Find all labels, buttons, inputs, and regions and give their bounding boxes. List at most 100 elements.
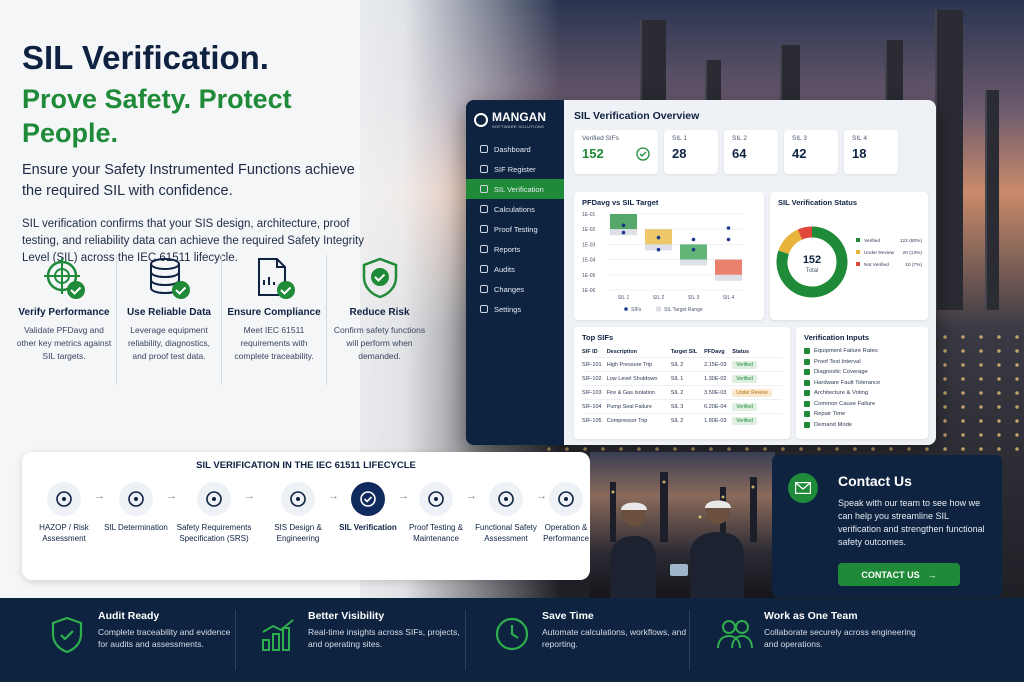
sif-point	[621, 223, 626, 228]
input-checklist-item: Diagnostic Coverage	[804, 367, 920, 378]
y-tick-label: 1E-03	[582, 242, 596, 248]
contact-desc: Speak with our team to see how we can he…	[838, 498, 985, 547]
table-cell: 1.80E-03	[704, 413, 733, 427]
stat-value: 42	[792, 146, 807, 161]
sidebar-item-label: Changes	[494, 284, 525, 294]
step-label: SIS Design & Engineering	[274, 523, 322, 543]
sif-point	[691, 247, 696, 252]
sif-point	[726, 237, 731, 242]
logo-sub: SOFTWARE SOLUTIONS	[492, 124, 545, 129]
status-donut-chart: 152 Total Verified 122 (80%) Under Review 20 …	[776, 226, 922, 298]
step-label: Proof Testing & Maintenance	[408, 523, 464, 543]
verification-icon	[480, 185, 488, 193]
stat-card-sil2[interactable]: SIL 2 64	[724, 130, 778, 174]
sidebar-item-changes[interactable]: Changes	[466, 279, 564, 299]
table-row[interactable]: SIF-104 Pump Seal Failure SIL 3 6.20E-04 Ver…	[582, 399, 782, 414]
legend-marker	[856, 262, 860, 266]
table-row[interactable]: SIF-101 High Pressure Trip SIL 2 2.15E-03 Ve…	[582, 357, 782, 372]
stat-card-sil3[interactable]: SIL 3 42	[784, 130, 838, 174]
document-check-icon	[251, 255, 297, 301]
arrow-right-icon: →	[328, 490, 339, 502]
changes-icon	[480, 285, 488, 293]
benefit-title: Reduce Risk	[349, 307, 410, 318]
legend-value: 10 (7%)	[905, 262, 922, 268]
target-range-shadow	[680, 259, 707, 266]
sidebar-item-settings[interactable]: Settings	[466, 299, 564, 319]
stats-row: Verified SIFs 152 SIL 1 28 SIL 2 64 SIL 3 4…	[574, 130, 926, 174]
table-row[interactable]: SIF-102 Low Level Shutdown SIL 1 1.30E-02 Ve…	[582, 371, 782, 386]
stat-card-sil4[interactable]: SIL 4 18	[844, 130, 898, 174]
status-badge: Verified	[732, 416, 757, 425]
footer-item-better-visibility: Better Visibility Real-time insights acro…	[260, 610, 466, 670]
table-cell: Verified	[732, 371, 782, 386]
test-icon	[480, 225, 488, 233]
pfd-chart-panel: PFDavg vs SIL Target 1E-01 1E-02 1E-03 1E-0…	[574, 192, 764, 320]
column-header: SIF ID	[582, 349, 598, 355]
team-icon	[549, 482, 583, 516]
stat-label: SIL 4	[852, 135, 867, 142]
hero-tagline: Prove Safety. Protect People.	[22, 84, 292, 148]
footer-desc: Collaborate securely across engineering …	[764, 627, 916, 649]
footer-desc: Automate calculations, workflows, and re…	[542, 627, 687, 649]
arrow-right-icon: →	[398, 490, 409, 502]
table-cell: Verified	[732, 413, 782, 427]
sidebar-item-label: SIF Register	[494, 164, 536, 174]
legend-marker	[624, 307, 628, 311]
register-icon	[480, 165, 488, 173]
hero-description: SIL verification confirms that your SIS …	[22, 218, 365, 264]
panel-title: Verification Inputs	[804, 333, 870, 342]
logo-name: MANGAN	[492, 110, 546, 124]
contact-us-button[interactable]: CONTACT US →	[838, 563, 960, 586]
donut-slice	[797, 226, 813, 240]
lifecycle-step: SIL Verification	[328, 482, 408, 533]
sif-point	[656, 247, 661, 252]
sidebar-item-dashboard[interactable]: Dashboard	[466, 139, 564, 159]
arrow-right-icon: →	[536, 490, 547, 502]
sidebar-item-calculations[interactable]: Calculations	[466, 199, 564, 219]
legend-label: Not Verified	[864, 262, 889, 268]
lifecycle-step: SIS Design & Engineering	[258, 482, 338, 544]
stat-card-sil1[interactable]: SIL 1 28	[664, 130, 718, 174]
sidebar-item-label: Dashboard	[494, 144, 531, 154]
sidebar-item-reports[interactable]: Reports	[466, 239, 564, 259]
target-range-shadow	[645, 244, 672, 251]
footer-desc: Complete traceability and evidence for a…	[98, 627, 231, 649]
top-sifs-panel: Top SIFs SIF ID Description Target SIL P…	[574, 327, 790, 439]
step-label: Functional Safety Assessment	[475, 523, 537, 543]
app-logo[interactable]: MANGAN SOFTWARE SOLUTIONS	[466, 108, 564, 139]
gears-icon	[281, 482, 315, 516]
warning-icon	[47, 482, 81, 516]
table-cell: Pump Seal Failure	[606, 399, 671, 414]
panel-title: SIL Verification Status	[778, 198, 858, 207]
input-label: Hardware Fault Tolerance	[814, 379, 881, 386]
clock-icon	[495, 617, 529, 651]
table-row[interactable]: SIF-105 Compressor Trip SIL 2 1.80E-03 Verif…	[582, 413, 782, 427]
arrow-right-icon: →	[244, 490, 255, 502]
stat-label: SIL 3	[792, 135, 807, 142]
sidebar-item-sil-verification[interactable]: SIL Verification	[466, 179, 564, 199]
donut-slice	[776, 226, 848, 298]
input-label: Proof Test Interval	[814, 358, 861, 365]
panel-title: Top SIFs	[582, 333, 614, 342]
stat-value: 18	[852, 146, 867, 161]
table-row[interactable]: SIF-103 Fire & Gas Isolation SIL 2 3.50E-03…	[582, 385, 782, 400]
workers-photo	[590, 452, 775, 598]
panel-title: PFDavg vs SIL Target	[582, 198, 659, 207]
lifecycle-step: Proof Testing & Maintenance	[396, 482, 476, 544]
stat-label: SIL 1	[672, 135, 687, 142]
stat-card-verified[interactable]: Verified SIFs 152	[574, 130, 658, 174]
document-icon	[197, 482, 231, 516]
sidebar-item-sif-register[interactable]: SIF Register	[466, 159, 564, 179]
input-label: Common Cause Failure	[814, 400, 876, 407]
benefit-desc: Validate PFDavg and other key metrics ag…	[16, 325, 112, 361]
sidebar-item-audits[interactable]: Audits	[466, 259, 564, 279]
table-cell: SIF-105	[582, 413, 607, 427]
y-tick-label: 1E-06	[582, 288, 596, 294]
status-badge: Verified	[732, 360, 757, 369]
sif-point	[726, 226, 731, 230]
step-label: Safety Requirements Specification (SRS)	[176, 523, 252, 543]
donut-slice	[778, 229, 803, 255]
sidebar-item-proof-testing[interactable]: Proof Testing	[466, 219, 564, 239]
shield-check-icon	[357, 255, 403, 301]
benefit-title: Ensure Compliance	[227, 307, 321, 318]
